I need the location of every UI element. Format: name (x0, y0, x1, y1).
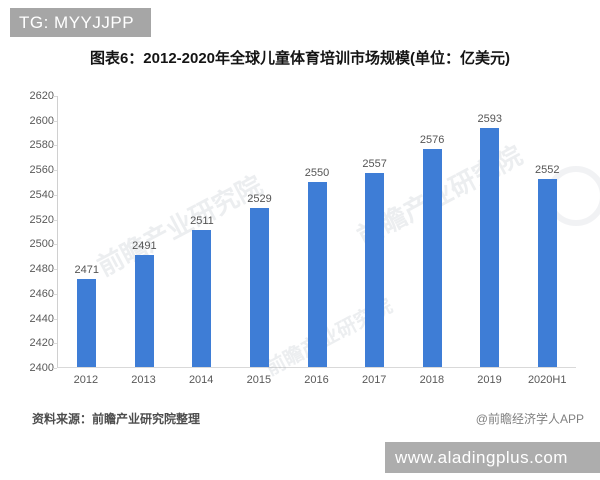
bar-value-label: 2550 (304, 166, 330, 179)
x-axis-label: 2013 (131, 374, 156, 386)
y-tick-label: 2580 (29, 139, 54, 152)
x-axis-label: 2017 (361, 374, 387, 386)
bar (365, 172, 385, 367)
y-tick-label: 2400 (29, 362, 54, 374)
bar-value-label: 2491 (132, 239, 157, 252)
bar (77, 279, 97, 367)
bar-value-label: 2557 (362, 157, 387, 170)
y-tick-label: 2520 (29, 213, 54, 226)
bar-value-label: 2471 (74, 264, 100, 277)
plot-area: 前瞻产业研究院 前瞻产业研究院 前瞻产业研究院 2471249125112529… (57, 96, 600, 380)
bar-value-label: 2552 (535, 164, 560, 177)
y-tick-mark (53, 96, 57, 97)
y-tick-mark (53, 293, 57, 295)
x-axis-label: 2012 (73, 374, 99, 386)
y-tick-mark (53, 145, 57, 147)
y-tick-label: 2420 (29, 337, 54, 350)
y-tick-mark (53, 318, 57, 320)
credit-note: @前瞻经济学人APP (475, 412, 584, 426)
bar-chart: 2620 2600 2580 2560 2540 2520 2500 2480 2460 2440… (20, 90, 600, 386)
y-tick-label: 2560 (29, 164, 54, 177)
bar-value-label: 2593 (477, 113, 502, 126)
bar-slot: 2593 (461, 96, 519, 367)
y-tick-label: 2460 (29, 287, 54, 300)
bar (537, 179, 557, 367)
tg-badge: TG: MYYJJPP (10, 8, 151, 37)
bar-slot: 2529 (231, 96, 289, 367)
y-tick-mark (53, 170, 57, 172)
bar-value-label: 2576 (419, 134, 445, 147)
y-tick-mark (53, 343, 57, 345)
bar (192, 229, 212, 367)
y-tick-mark (53, 368, 57, 369)
y-tick-label: 2540 (29, 188, 54, 201)
x-axis-label: 2015 (246, 374, 272, 386)
y-tick-label: 2480 (29, 263, 54, 276)
y-tick-label: 2620 (29, 90, 54, 102)
bars-container: 2471 2491 2511 2529 2550 2557 2576 2593 2552 (58, 96, 576, 367)
y-tick-mark (53, 244, 57, 246)
bar-slot: 2491 (116, 96, 174, 367)
y-tick-label: 2600 (29, 114, 54, 127)
source-note: 资料来源：前瞻产业研究院整理 (32, 412, 201, 426)
bar-slot: 2471 (58, 96, 116, 367)
y-tick-label: 2500 (29, 238, 54, 251)
bar (422, 149, 442, 367)
x-axis-label: 2020H1 (527, 374, 567, 386)
y-tick-mark (53, 194, 57, 196)
bar (307, 181, 327, 367)
y-tick-label: 2440 (29, 312, 54, 325)
bar (480, 128, 500, 367)
x-axis-labels: 2012 2013 2014 2015 2016 2017 2018 2019 2020H1 (57, 374, 576, 386)
y-tick-mark (53, 120, 57, 122)
bar-value-label: 2511 (190, 214, 214, 227)
bar-slot: 2557 (346, 96, 404, 367)
y-tick-mark (53, 219, 57, 221)
x-axis-label: 2016 (304, 374, 329, 386)
site-url-banner: www.aladingplus.com (385, 442, 600, 473)
y-axis: 2620 2600 2580 2560 2540 2520 2500 2480 2460 2440… (20, 90, 54, 374)
bar-slot: 2552 (519, 96, 577, 367)
bar-value-label: 2529 (247, 192, 272, 205)
x-axis-label: 2014 (188, 374, 214, 386)
bar-slot: 2511 (173, 96, 231, 367)
x-axis-label: 2018 (419, 374, 445, 386)
chart-title: 图表6：2012-2020年全球儿童体育培训市场规模(单位：亿美元) (89, 50, 511, 67)
bar (249, 207, 269, 367)
y-tick-mark (53, 269, 57, 271)
bar-slot: 2576 (403, 96, 461, 367)
x-axis-label: 2019 (477, 374, 502, 386)
bar-slot: 2550 (288, 96, 346, 367)
bar (134, 254, 154, 367)
